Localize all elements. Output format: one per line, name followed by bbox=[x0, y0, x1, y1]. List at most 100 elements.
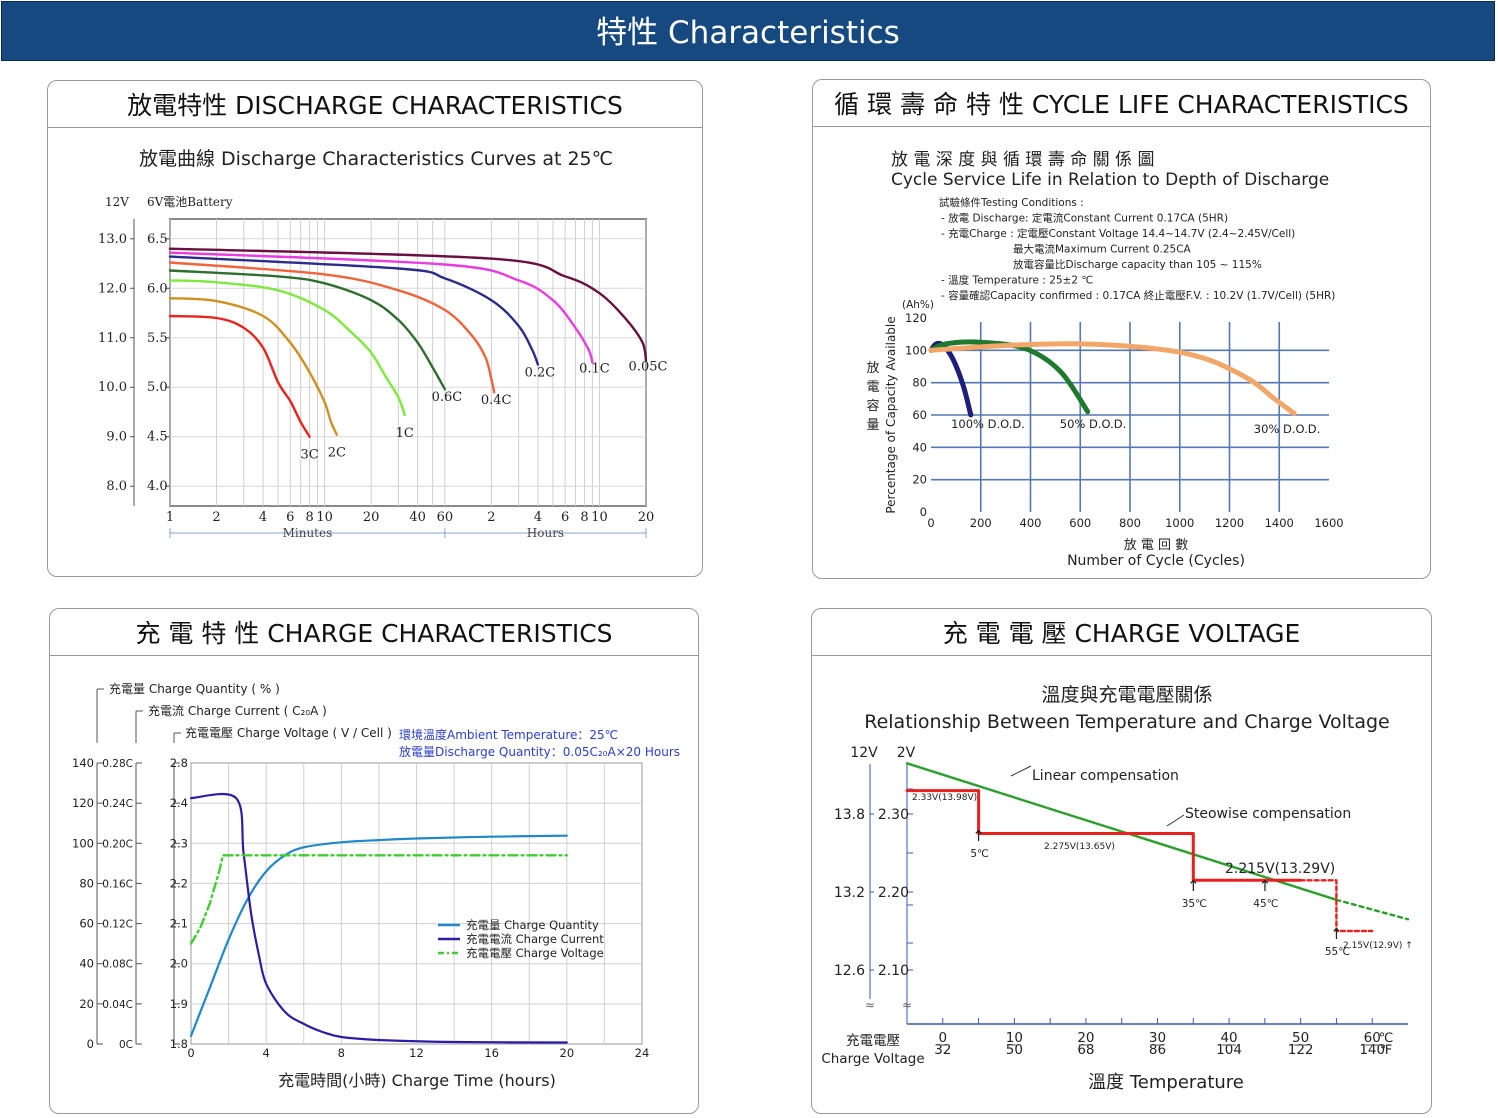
discharge-panel: 放電特性 DISCHARGE CHARACTERISTICS 放電曲線 Disc… bbox=[47, 80, 703, 577]
temp-mark-label: 45℃ bbox=[1253, 898, 1278, 910]
y-axis-label-cn: 容 bbox=[866, 398, 879, 414]
curve-label-0-1c: 0.1C bbox=[579, 362, 610, 377]
y-tick-label-12v: 12.0 bbox=[98, 281, 127, 296]
x-tick-label-fahrenheit: 104 bbox=[1216, 1042, 1242, 1058]
curve-label-0-4c: 0.4C bbox=[481, 393, 512, 408]
voltage-chart-subtitle: Relationship Between Temperature and Cha… bbox=[864, 711, 1390, 733]
x-axis-label: 充電時間(小時) Charge Time (hours) bbox=[278, 1071, 556, 1090]
y-tick-label: 80 bbox=[912, 376, 927, 390]
y-tick-label-voltage: 2.1 bbox=[170, 917, 188, 931]
cycle-curve-30-d-o-d bbox=[928, 341, 1297, 416]
cycle-curve-50-d-o-d bbox=[928, 339, 1091, 415]
page-header: 特性 Characteristics bbox=[1, 1, 1495, 61]
linear-compensation-line bbox=[905, 762, 1338, 901]
x-tick-label-minutes: 40 bbox=[409, 510, 426, 525]
x-tick-label-hours: 2 bbox=[487, 510, 495, 525]
y-tick-label-voltage: 1.8 bbox=[170, 1037, 188, 1051]
x-tick-label: 16 bbox=[484, 1046, 499, 1060]
y-tick-label-voltage: 2.4 bbox=[170, 796, 188, 810]
cycle-panel-title: 循 環 壽 命 特 性 CYCLE LIFE CHARACTERISTICS bbox=[813, 80, 1430, 127]
curve-label-3c: 3C bbox=[300, 448, 318, 463]
ambient-temperature-note: 環境溫度Ambient Temperature：25℃ bbox=[399, 727, 618, 742]
x-axis-label-minutes: Minutes bbox=[283, 526, 333, 540]
legend-label: 充電電流 Charge Current bbox=[466, 932, 604, 946]
discharge-curve-2c bbox=[168, 297, 338, 436]
x-tick-label-celsius: 10 bbox=[1006, 1030, 1023, 1046]
curve-label-2c: 2C bbox=[328, 446, 346, 461]
y-axis-label-cn: 電 bbox=[866, 380, 879, 395]
y-tick-label-quantity: 40 bbox=[79, 957, 94, 971]
y-tick-label-12v: 13.2 bbox=[834, 885, 865, 901]
x-tick-label: 12 bbox=[409, 1046, 424, 1060]
curve-label-0-2c: 0.2C bbox=[525, 365, 556, 380]
discharge-curve-0-1c bbox=[168, 251, 594, 364]
y-tick-label-6v: 5.0 bbox=[147, 380, 168, 395]
linear-compensation-label: Linear compensation bbox=[1032, 768, 1179, 784]
y-tick-label-6v: 4.5 bbox=[147, 430, 168, 445]
y-tick-label-12v: 11.0 bbox=[98, 331, 127, 346]
x-tick-label-celsius: 30 bbox=[1149, 1030, 1166, 1046]
stepwise-compensation-label: Steowise compensation bbox=[1185, 806, 1351, 822]
x-tick-label-fahrenheit: 68 bbox=[1077, 1042, 1094, 1058]
y-tick-label-12v: 13.0 bbox=[98, 232, 127, 247]
current-axis-label: 充電流 Charge Current ( C₂₀A ) bbox=[148, 703, 327, 718]
cycle-curve-label: 100% D.O.D. bbox=[951, 417, 1025, 431]
x-tick-label-minutes: 4 bbox=[259, 510, 267, 525]
charge-curve-current bbox=[189, 792, 568, 1044]
step-label-2-275v: 2.275V(13.65V) bbox=[1044, 842, 1115, 852]
temp-mark-arrow: ↑ bbox=[1259, 877, 1272, 895]
voltage-chart-title: 溫度與充電電壓關係 bbox=[1041, 684, 1212, 706]
cycle-chart-title: 放 電 深 度 與 循 環 壽 命 關 係 圖 bbox=[891, 150, 1154, 170]
x-tick-label-minutes: 20 bbox=[363, 510, 380, 525]
x-tick-label-hours: 6 bbox=[561, 510, 569, 525]
y-tick-label-current: 0.08C bbox=[102, 959, 133, 971]
curve-label-0-05c: 0.05C bbox=[629, 360, 668, 375]
x-tick-label-minutes: 6 bbox=[286, 510, 294, 525]
discharge-curve-0-2c bbox=[168, 255, 540, 366]
x-tick-label-fahrenheit: 86 bbox=[1149, 1042, 1166, 1058]
voltage-panel: 充 電 電 壓 CHARGE VOLTAGE 溫度與充電電壓關係 Relation… bbox=[811, 608, 1432, 1114]
cycle-chart-subtitle: Cycle Service Life in Relation to Depth … bbox=[891, 170, 1329, 190]
y-axis-label-cn: 放 bbox=[866, 361, 879, 376]
y-tick-label-current: 0.04C bbox=[102, 999, 133, 1011]
battery-label-6v: 6V電池Battery bbox=[147, 195, 233, 209]
y-tick-label-12v: 13.8 bbox=[834, 807, 865, 823]
x-axis-label-hours: Hours bbox=[527, 526, 564, 540]
stepwise-callout-line bbox=[1166, 814, 1185, 827]
x-tick-label: 1400 bbox=[1265, 516, 1294, 530]
x-tick-label: 24 bbox=[635, 1046, 650, 1060]
discharge-curve-0-6c bbox=[168, 269, 447, 391]
y-tick-label-quantity: 20 bbox=[79, 997, 94, 1011]
x-tick-label-fahrenheit: 32 bbox=[934, 1042, 951, 1058]
x-tick-label: 4 bbox=[263, 1046, 270, 1060]
stepwise-compensation-extension bbox=[1299, 879, 1374, 933]
testing-condition-line: - 溫度 Temperature : 25±2 ℃ bbox=[941, 274, 1093, 287]
quantity-axis-label: 充電量 Charge Quantity ( % ) bbox=[109, 681, 280, 696]
x-tick-label-celsius: 50 bbox=[1292, 1030, 1309, 1046]
charge-chart: 充電量 Charge Quantity ( % ) 充電流 Charge Curr… bbox=[72, 681, 680, 1090]
charge-curve-voltage bbox=[189, 854, 568, 945]
y-tick-label-6v: 5.5 bbox=[147, 331, 168, 346]
x-tick-label-fahrenheit: 122 bbox=[1288, 1042, 1314, 1058]
discharge-curve-3c bbox=[168, 314, 311, 438]
y-tick-label: 100 bbox=[905, 343, 927, 357]
charge-curve-quantity bbox=[189, 834, 568, 1038]
y-tick-label-12v: 10.0 bbox=[98, 380, 127, 395]
curve-label-0-6c: 0.6C bbox=[432, 390, 463, 405]
unit-celsius: ℃ bbox=[1379, 1031, 1394, 1046]
x-tick-label: 1600 bbox=[1314, 516, 1343, 530]
x-tick-label: 1000 bbox=[1165, 516, 1194, 530]
x-tick-label-celsius: 0 bbox=[938, 1030, 947, 1046]
x-tick-label-celsius: 60 bbox=[1364, 1030, 1381, 1046]
y-axis-unit: (Ah%) bbox=[902, 299, 934, 311]
step-label-2-215v: 2.215V(13.29V) bbox=[1225, 861, 1335, 877]
cycle-curve-label: 30% D.O.D. bbox=[1254, 422, 1320, 436]
y-tick-label-voltage: 1.9 bbox=[170, 997, 188, 1011]
legend-label: 充電量 Charge Quantity bbox=[466, 918, 599, 932]
testing-condition-line: 試驗條件Testing Conditions : bbox=[939, 196, 1084, 209]
voltage-axis-label: 充電電壓 Charge Voltage ( V / Cell ) bbox=[185, 725, 392, 740]
x-tick-label-hours: 8 bbox=[580, 510, 588, 525]
temp-mark-arrow: ↑ bbox=[972, 827, 985, 845]
discharge-chart: 放電曲線 Discharge Characteristics Curves at… bbox=[98, 148, 668, 540]
y-head-2v: 2V bbox=[897, 745, 916, 761]
